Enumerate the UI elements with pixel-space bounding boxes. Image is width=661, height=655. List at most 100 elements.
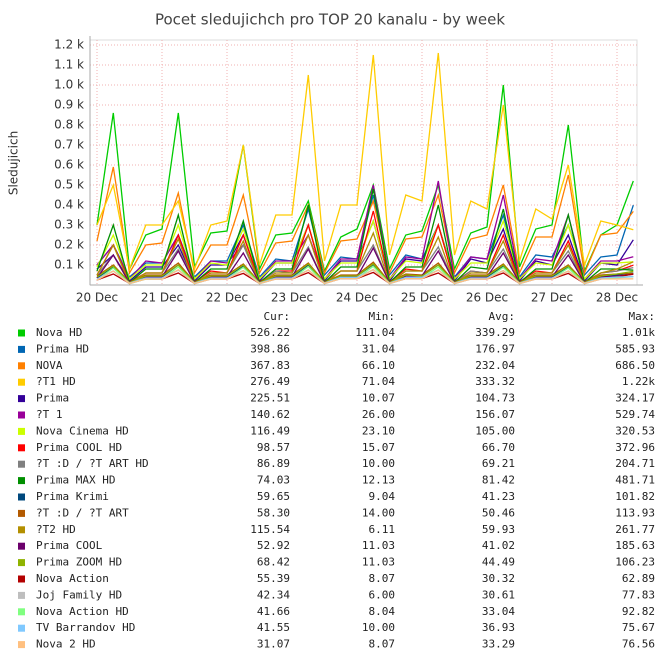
legend-stat: 8.07	[369, 638, 396, 651]
legend-stat: 106.23	[615, 556, 655, 569]
y-tick-label: 1.1 k	[54, 58, 84, 72]
line-series	[96, 210, 634, 284]
legend-stat: 69.21	[482, 457, 515, 470]
legend-stat: 276.49	[250, 375, 290, 388]
legend-stat: 9.04	[369, 490, 396, 503]
line-series	[96, 268, 634, 285]
legend-stat: 68.42	[257, 556, 290, 569]
line-series	[96, 246, 634, 284]
legend-label: Prima COOL	[36, 539, 103, 552]
x-tick-label: 23 Dec	[271, 291, 313, 305]
legend-stat: 367.83	[250, 359, 290, 372]
legend-swatch	[18, 526, 25, 534]
legend-swatch	[18, 345, 25, 353]
legend-swatch	[18, 460, 25, 468]
legend-label: NOVA	[36, 359, 63, 372]
legend-label: ?T2 HD	[36, 523, 76, 536]
legend-stat: 113.93	[615, 506, 655, 519]
legend-header: Max:	[629, 310, 656, 323]
legend-stat: 8.04	[369, 605, 396, 618]
legend-stat: 398.86	[250, 342, 290, 355]
legend-label: Prima	[36, 392, 69, 405]
legend-stat: 41.55	[257, 621, 290, 634]
legend-stat: 58.30	[257, 506, 290, 519]
y-axis-label: Sledujicich	[7, 131, 21, 195]
legend-stat: 529.74	[615, 408, 655, 421]
legend-stat: 104.73	[475, 392, 515, 405]
legend-stat: 526.22	[250, 326, 290, 339]
legend-stat: 1.22k	[622, 375, 655, 388]
legend-stat: 185.63	[615, 539, 655, 552]
legend-stat: 140.62	[250, 408, 290, 421]
y-tick-label: 0.9 k	[54, 98, 84, 112]
legend-swatch	[18, 591, 25, 599]
legend-stat: 55.39	[257, 572, 290, 585]
legend-stat: 111.04	[355, 326, 395, 339]
legend-stat: 66.10	[362, 359, 395, 372]
legend-swatch	[18, 575, 25, 583]
legend-swatch	[18, 411, 25, 419]
legend-swatch	[18, 395, 25, 403]
y-tick-label: 1.2 k	[54, 38, 84, 52]
legend-stat: 33.04	[482, 605, 515, 618]
legend-stat: 156.07	[475, 408, 515, 421]
line-series	[96, 231, 634, 285]
legend-stat: 10.00	[362, 457, 395, 470]
legend-stat: 176.97	[475, 342, 515, 355]
legend-stat: 66.70	[482, 441, 515, 454]
x-tick-label: 24 Dec	[336, 291, 378, 305]
legend-stat: 339.29	[475, 326, 515, 339]
legend-stat: 42.34	[257, 588, 290, 601]
legend-swatch	[18, 608, 25, 616]
x-tick-label: 26 Dec	[466, 291, 508, 305]
legend-stat: 105.00	[475, 424, 515, 437]
legend-stat: 11.03	[362, 556, 395, 569]
legend-swatch	[18, 378, 25, 386]
legend-stat: 59.65	[257, 490, 290, 503]
legend-stat: 333.32	[475, 375, 515, 388]
legend-swatch	[18, 641, 25, 649]
legend-swatch	[18, 509, 25, 517]
legend-label: ?T1 HD	[36, 375, 76, 388]
legend-stat: 41.66	[257, 605, 290, 618]
legend-stat: 10.00	[362, 621, 395, 634]
legend-stat: 261.77	[615, 523, 655, 536]
legend-stat: 585.93	[615, 342, 655, 355]
x-tick-label: 20 Dec	[76, 291, 118, 305]
legend-label: Prima Krimi	[36, 490, 109, 503]
legend-stat: 98.57	[257, 441, 290, 454]
legend-label: Prima COOL HD	[36, 441, 122, 454]
legend-stat: 6.11	[369, 523, 396, 536]
legend-stat: 11.03	[362, 539, 395, 552]
legend-swatch	[18, 329, 25, 337]
line-series	[96, 261, 634, 284]
legend-stat: 14.00	[362, 506, 395, 519]
legend-label: ?T :D / ?T ART	[36, 506, 129, 519]
legend-stat: 372.96	[615, 441, 655, 454]
legend-stat: 23.10	[362, 424, 395, 437]
y-tick-label: 0.4 k	[54, 198, 84, 212]
legend-stat: 324.17	[615, 392, 655, 405]
legend-stat: 77.83	[622, 588, 655, 601]
legend-stat: 225.51	[250, 392, 290, 405]
legend-label: Joj Family HD	[36, 588, 122, 601]
legend-stat: 12.13	[362, 474, 395, 487]
legend-stat: 481.71	[615, 474, 655, 487]
y-tick-label: 0.8 k	[54, 118, 84, 132]
line-series	[96, 188, 634, 284]
legend-swatch	[18, 624, 25, 632]
legend-stat: 101.82	[615, 490, 655, 503]
legend-stat: 36.93	[482, 621, 515, 634]
legend-stat: 59.93	[482, 523, 515, 536]
legend-stat: 62.89	[622, 572, 655, 585]
legend-label: ?T :D / ?T ART HD	[36, 457, 149, 470]
y-tick-label: 0.6 k	[54, 158, 84, 172]
x-tick-label: 27 Dec	[531, 291, 573, 305]
legend-stat: 320.53	[615, 424, 655, 437]
legend-label: TV Barrandov HD	[36, 621, 135, 634]
y-tick-label: 0.7 k	[54, 138, 84, 152]
x-tick-label: 25 Dec	[401, 291, 443, 305]
legend-stat: 204.71	[615, 457, 655, 470]
legend-label: Nova Action HD	[36, 605, 129, 618]
legend-stat: 71.04	[362, 375, 395, 388]
